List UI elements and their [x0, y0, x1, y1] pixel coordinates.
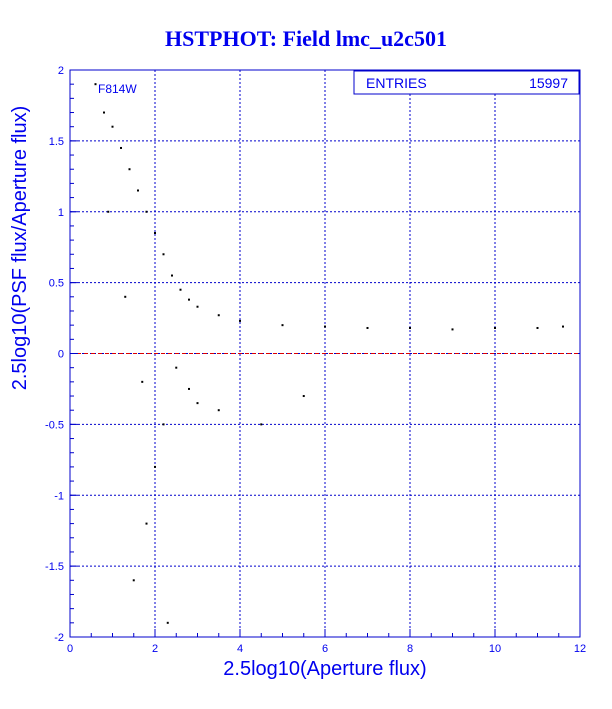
data-point [166, 621, 169, 624]
data-points [94, 83, 564, 624]
data-point [154, 465, 156, 468]
data-point [239, 319, 241, 322]
data-point [409, 326, 411, 329]
data-point [162, 253, 165, 256]
stats-value: 15997 [529, 75, 568, 91]
y-tick-label: -1 [54, 490, 64, 502]
data-point [196, 305, 199, 308]
y-tick-label: 1 [58, 207, 64, 219]
stats-box-frame [353, 70, 580, 95]
data-point [494, 326, 496, 329]
data-point [94, 83, 97, 86]
data-point [141, 380, 144, 383]
y-tick-label: -1.5 [45, 561, 64, 573]
y-tick-label: 0 [58, 349, 64, 361]
data-point [162, 423, 165, 426]
stats-box: ENTRIES 15997 [353, 70, 580, 95]
x-tick-label: 12 [574, 643, 586, 655]
data-point [188, 298, 190, 301]
axis-ticks: 0 2 4 6 8 10 12 2 1.5 1 0.5 0 -0.5 -1 -1.5 -2 [45, 65, 586, 655]
data-point [107, 210, 110, 213]
data-point [217, 314, 220, 317]
data-point [145, 522, 148, 525]
data-point [154, 232, 156, 235]
data-point [302, 395, 305, 398]
x-tick-label: 6 [322, 643, 328, 655]
y-tick-label: -2 [54, 632, 64, 644]
data-point [260, 423, 263, 426]
x-tick-label: 8 [407, 643, 413, 655]
x-axis-title: 2.5log10(Aperture flux) [223, 658, 426, 680]
data-point [366, 326, 369, 329]
data-point [103, 111, 105, 114]
data-point [111, 125, 114, 128]
data-point [124, 295, 127, 298]
data-point [324, 325, 326, 328]
data-point [536, 326, 539, 329]
x-tick-label: 0 [67, 643, 73, 655]
y-axis-title: 2.5log10(PSF flux/Aperture flux) [9, 106, 31, 391]
filter-label: F814W [98, 82, 137, 96]
y-tick-label: -0.5 [45, 419, 64, 431]
data-point [217, 409, 220, 412]
data-point [562, 325, 564, 328]
data-point [132, 579, 135, 582]
x-tick-label: 10 [489, 643, 501, 655]
y-tick-label: 2 [58, 65, 64, 77]
y-tick-label: 0.5 [49, 278, 64, 290]
data-point [281, 324, 284, 327]
grid-lines [70, 70, 580, 637]
data-point [145, 210, 148, 213]
data-point [137, 189, 139, 192]
y-tick-label: 1.5 [49, 136, 64, 148]
x-tick-label: 4 [237, 643, 243, 655]
stats-label: ENTRIES [366, 75, 427, 91]
data-point [171, 274, 173, 277]
data-point [179, 288, 182, 291]
data-point [188, 387, 190, 390]
data-point [120, 146, 122, 149]
data-point [175, 366, 178, 369]
data-point [451, 328, 454, 331]
chart-title: HSTPHOT: Field lmc_u2c501 [165, 26, 447, 51]
data-point [196, 402, 199, 405]
x-tick-label: 2 [152, 643, 158, 655]
data-point [128, 168, 131, 171]
